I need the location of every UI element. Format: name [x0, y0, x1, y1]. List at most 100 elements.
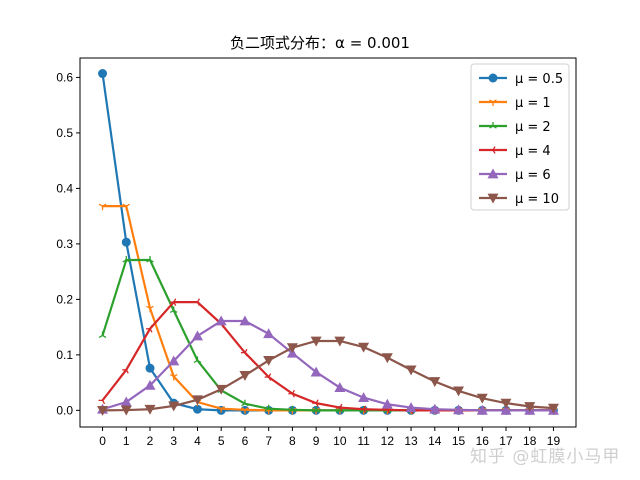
- marker-tri-icon: [244, 348, 248, 353]
- marker-tri-icon: [315, 402, 319, 407]
- x-tick-label: 10: [333, 434, 347, 448]
- marker-tri-icon: [241, 403, 246, 407]
- marker-triangle-up-icon: [453, 404, 465, 415]
- marker-triangle-down-icon: [487, 193, 499, 204]
- series-path: [102, 339, 554, 412]
- marker-circle-icon: [488, 73, 498, 83]
- marker-tri-icon: [125, 366, 129, 371]
- marker-triangle-down-icon: [144, 404, 156, 415]
- marker-tri-icon: [241, 407, 246, 411]
- marker-tri-icon: [173, 373, 178, 378]
- y-tick-label: 0.6: [56, 70, 73, 84]
- marker-tri-icon: [102, 334, 107, 339]
- x-tick-label: 2: [147, 434, 154, 448]
- x-tick-label: 1: [123, 434, 130, 448]
- marker-triangle-up-icon: [144, 379, 156, 390]
- marker-tri-icon: [196, 298, 201, 303]
- marker-tri-icon: [173, 301, 177, 306]
- marker-triangle-down-icon: [524, 402, 536, 412]
- marker-triangle-down-icon: [381, 353, 393, 364]
- marker-triangle-down-icon: [358, 342, 370, 353]
- legend-label: μ = 0.5: [515, 72, 563, 87]
- marker-tri-icon: [339, 407, 343, 412]
- marker-triangle-up-icon: [215, 315, 227, 326]
- marker-tri-icon: [122, 203, 127, 207]
- marker-tri-icon: [336, 409, 341, 413]
- x-tick-label: 8: [289, 434, 296, 448]
- marker-triangle-up-icon: [120, 396, 132, 407]
- marker-tri-icon: [292, 409, 297, 413]
- marker-tri-icon: [363, 408, 367, 414]
- marker-tri-icon: [169, 309, 175, 314]
- marker-triangle-down-icon: [334, 336, 346, 347]
- x-tick-label: 19: [547, 434, 561, 448]
- x-tick-label: 0: [99, 434, 106, 448]
- marker-triangle-down-icon: [310, 336, 322, 347]
- legend-item: μ = 10: [479, 192, 559, 207]
- marker-triangle-up-icon: [429, 403, 441, 414]
- marker-triangle-up-icon: [310, 366, 322, 377]
- y-tick-label: 0.1: [56, 348, 73, 362]
- marker-tri-icon: [101, 400, 106, 405]
- marker-tri-icon: [312, 409, 317, 413]
- marker-tri-icon: [122, 259, 127, 263]
- marker-tri-icon: [291, 393, 295, 398]
- x-tick-label: 14: [428, 434, 442, 448]
- legend-item: μ = 4: [479, 144, 551, 159]
- marker-triangle-up-icon: [168, 355, 180, 366]
- y-tick-label: 0.5: [56, 126, 73, 140]
- marker-triangle-down-icon: [453, 386, 465, 397]
- marker-triangle-down-icon: [97, 405, 109, 416]
- marker-triangle-down-icon: [263, 356, 275, 366]
- marker-tri-icon: [125, 203, 131, 207]
- marker-tri-icon: [146, 305, 151, 309]
- marker-tri-icon: [339, 403, 343, 408]
- marker-tri-icon: [244, 352, 248, 357]
- marker-tri-icon: [268, 373, 272, 378]
- marker-tri-icon: [339, 409, 344, 413]
- marker-tri-icon: [363, 405, 367, 410]
- marker-triangle-up-icon: [500, 404, 512, 415]
- x-tick-label: 18: [523, 434, 537, 448]
- marker-tri-icon: [173, 309, 178, 314]
- series-path: [101, 258, 554, 412]
- x-tick-label: 17: [499, 434, 513, 448]
- marker-tri-icon: [359, 409, 364, 413]
- x-tick-label: 13: [404, 434, 418, 448]
- marker-triangle-up-icon: [334, 382, 346, 393]
- marker-tri-icon: [489, 99, 494, 103]
- legend-label: μ = 6: [515, 168, 551, 183]
- x-tick-label: 6: [242, 434, 249, 448]
- marker-triangle-down-icon: [429, 377, 441, 387]
- marker-tri-icon: [149, 259, 154, 263]
- marker-triangle-up-icon: [191, 330, 203, 341]
- x-tick-label: 15: [452, 434, 466, 448]
- marker-tri-icon: [264, 408, 269, 412]
- marker-tri-icon: [489, 125, 494, 129]
- marker-triangle-down-icon: [215, 384, 227, 395]
- marker-tri-icon: [149, 305, 154, 309]
- marker-triangle-up-icon: [476, 404, 488, 415]
- marker-tri-icon: [291, 389, 295, 395]
- marker-tri-icon: [173, 298, 177, 303]
- marker-triangle-up-icon: [405, 402, 417, 412]
- marker-tri-icon: [492, 149, 496, 154]
- marker-triangle-down-icon: [120, 405, 132, 416]
- marker-tri-icon: [244, 407, 249, 411]
- marker-tri-icon: [98, 334, 103, 339]
- x-tick-label: 4: [194, 434, 201, 448]
- marker-tri-icon: [386, 409, 390, 414]
- marker-tri-icon: [315, 399, 319, 404]
- marker-triangle-down-icon: [191, 395, 203, 406]
- x-tick-label: 5: [218, 434, 225, 448]
- marker-triangle-up-icon: [358, 392, 370, 402]
- marker-tri-icon: [268, 376, 272, 381]
- marker-triangle-down-icon: [476, 393, 488, 404]
- x-tick-label: 3: [170, 434, 177, 448]
- x-tick-label: 11: [357, 434, 370, 448]
- marker-tri-icon: [125, 369, 129, 374]
- legend-label: μ = 1: [515, 96, 551, 111]
- y-tick-label: 0.4: [56, 181, 73, 195]
- legend-label: μ = 10: [515, 192, 559, 207]
